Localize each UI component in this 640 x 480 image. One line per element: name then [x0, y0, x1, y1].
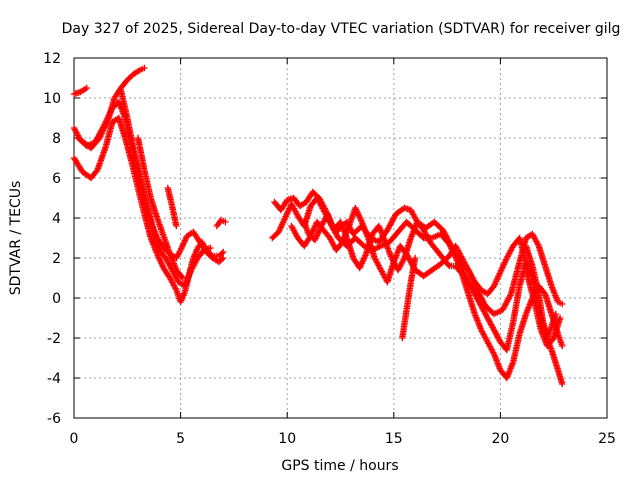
y-tick-label-6: 6: [52, 171, 61, 187]
point-13-6: [552, 310, 560, 318]
point-7-2: [222, 218, 229, 226]
point-11-41: [559, 342, 566, 350]
marker-3-21-2: [218, 256, 226, 263]
y-tick-label-7: 8: [52, 131, 61, 147]
point-5-7: [179, 274, 186, 282]
point-2-25: [220, 248, 227, 256]
series-trace-8: [213, 216, 229, 230]
axis-ticks: [73, 57, 608, 419]
y-tick-label-8: 10: [43, 91, 61, 107]
y-tick-label-5: 4: [52, 211, 61, 227]
x-tick-label-3: 15: [385, 431, 403, 447]
y-tick-label-1: -4: [47, 371, 61, 387]
point-3-22: [220, 254, 227, 262]
x-tick-label-2: 10: [278, 431, 296, 447]
plot-frame: [73, 57, 608, 419]
x-tick-labels: 0 5 10 15 20 25: [70, 431, 616, 447]
x-tick-label-5: 25: [598, 431, 616, 447]
y-axis-label: SDTVAR / TECUs: [8, 181, 24, 296]
y-tick-labels: -6 -4 -2 0 2 4 6 8 10 12: [43, 51, 61, 427]
point-10-41: [556, 314, 564, 322]
y-tick-label-0: -6: [47, 411, 61, 427]
point-9-39: [559, 300, 566, 308]
series-trace-14: [522, 242, 560, 342]
point-6-2: [173, 222, 180, 230]
x-tick-label-1: 5: [176, 431, 185, 447]
y-tick-label-2: -2: [47, 331, 61, 347]
x-tick-label-0: 0: [70, 431, 79, 447]
point-1-10: [141, 64, 148, 72]
x-tick-label-4: 20: [491, 431, 509, 447]
series-trace-12: [301, 210, 566, 382]
point-4-14: [207, 244, 214, 252]
point-8-39: [559, 380, 566, 388]
grid-lines: [74, 58, 607, 418]
series-trace-6: [134, 134, 186, 282]
data-points: [70, 64, 566, 388]
series-trace-5: [117, 86, 214, 290]
series-trace-13: [399, 254, 419, 342]
point-0-2: [83, 84, 90, 92]
marker-11-22-5: [444, 261, 452, 268]
y-tick-label-9: 12: [43, 51, 61, 67]
series-trace-7: [164, 184, 180, 230]
y-tick-label-4: 2: [52, 251, 61, 267]
marker-2-24-2: [218, 250, 226, 257]
y-tick-label-3: 0: [52, 291, 61, 307]
marker-5-6-5: [178, 273, 185, 280]
x-axis-label: GPS time / hours: [281, 458, 398, 474]
point-12-3: [411, 254, 419, 262]
marker-9-30-10: [507, 292, 514, 299]
series-trace-1: [70, 84, 90, 98]
chart-title: Day 327 of 2025, Sidereal Day-to-day VTE…: [62, 21, 621, 37]
